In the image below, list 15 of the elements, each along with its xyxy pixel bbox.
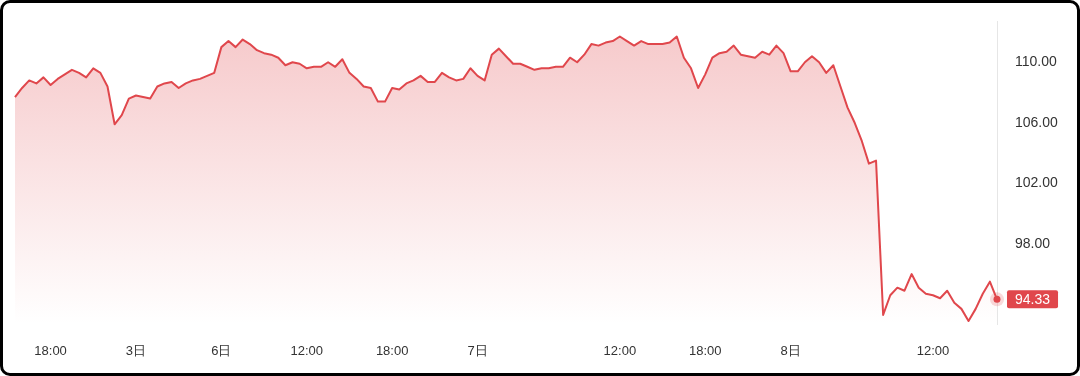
x-tick-label: 18:00 [375, 343, 409, 359]
x-tick-label: 7日 [467, 343, 488, 359]
x-tick-label: 18:00 [34, 343, 67, 359]
x-tick-label: 6日 [211, 343, 232, 359]
x-tick-label: 3日 [125, 343, 147, 359]
y-tick-label: 110.00 [1015, 53, 1057, 70]
y-tick-label: 102.00 [1015, 174, 1059, 191]
x-tick-label: 12:00 [290, 343, 324, 359]
x-tick-label: 12:00 [916, 343, 950, 359]
x-tick-label: 8日 [780, 343, 801, 359]
y-tick-label: 98.00 [1015, 234, 1051, 251]
data-label: 94.33 [1015, 291, 1051, 308]
x-tick-label: 12:00 [603, 343, 637, 359]
y-tick-label: 106.00 [1015, 113, 1059, 130]
x-tick-label: 18:00 [688, 343, 722, 359]
